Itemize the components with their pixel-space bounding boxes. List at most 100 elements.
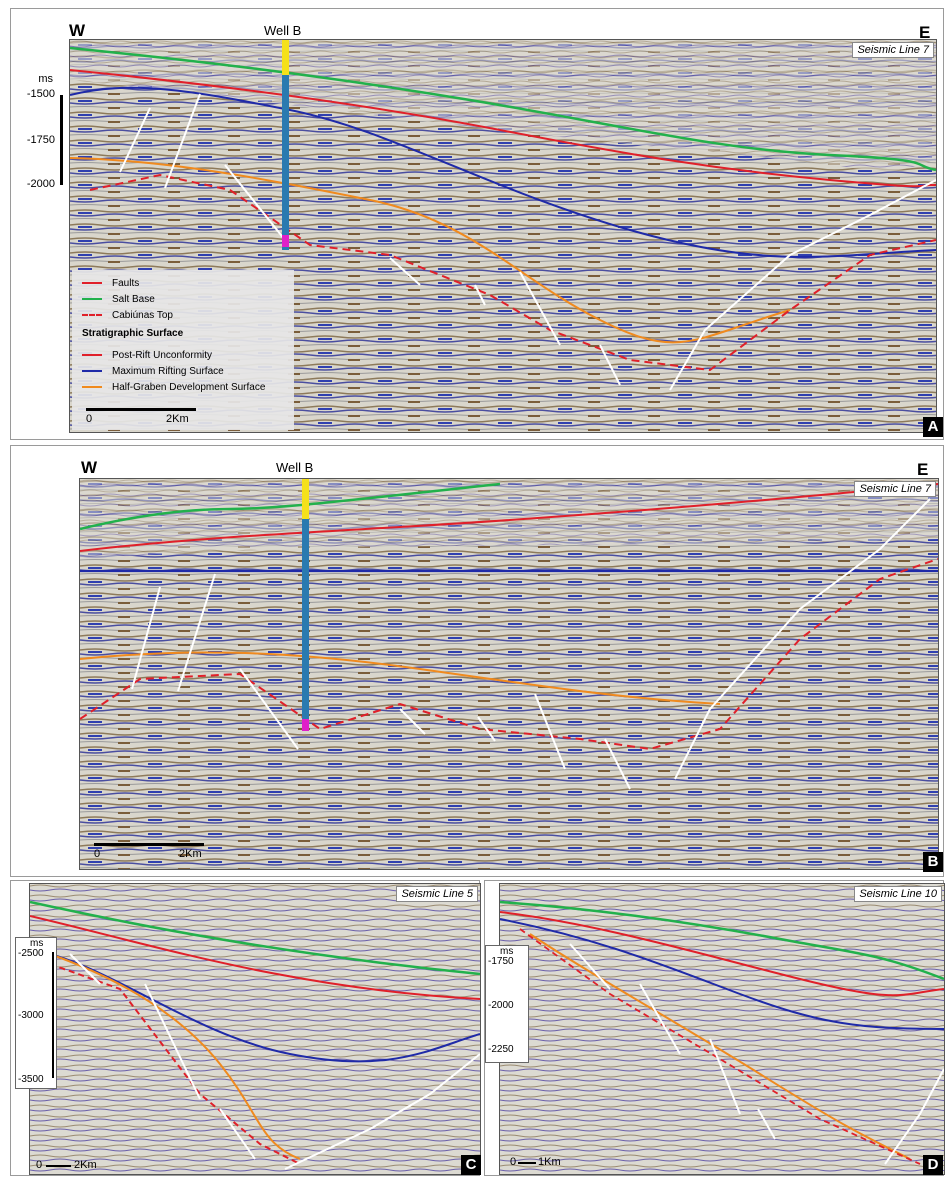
scale-start: 0 xyxy=(510,1156,517,1168)
panel-c: Seismic Line 5 0 2Km ms -2500 -3000 -350… xyxy=(10,880,481,1176)
east-label: E xyxy=(919,23,931,42)
post-rift-horizon xyxy=(70,69,936,188)
axis-unit: ms xyxy=(38,73,53,85)
axis-bar xyxy=(60,95,63,185)
cabiunas-top-horizon xyxy=(49,963,301,1165)
cabiunas-top-horizon xyxy=(89,173,936,372)
horizons-overlay xyxy=(500,900,944,1165)
legend-swatch xyxy=(82,370,102,373)
axis-box: ms -2500 -3000 -3500 xyxy=(15,937,57,1089)
half-graben-horizon xyxy=(70,157,791,344)
fault-traces xyxy=(69,953,480,1170)
scale-end: 2Km xyxy=(179,848,202,860)
well-label: Well B xyxy=(264,23,302,38)
scale-start: 0 xyxy=(94,848,101,860)
seismic-line-tag: Seismic Line 5 xyxy=(396,886,478,902)
horizons-overlay xyxy=(70,40,936,391)
legend-label: Maximum Rifting Surface xyxy=(112,366,224,377)
half-graben-horizon xyxy=(529,933,911,1160)
seismic-section-b: Seismic Line 7 0 2Km xyxy=(79,478,939,870)
seismic-section-a: Seismic Line 7 Faults Salt Base Cabiúnas… xyxy=(69,39,937,433)
seismic-section-c: Seismic Line 5 0 2Km xyxy=(29,883,481,1175)
axis-tick: -2000 xyxy=(488,1000,514,1011)
post-rift-horizon xyxy=(30,915,480,1000)
legend-label: Salt Base xyxy=(112,294,155,305)
seismic-background xyxy=(80,479,938,869)
max-rifting-horizon xyxy=(30,948,480,1063)
fault-traces xyxy=(569,943,944,1165)
axis-tick: -2500 xyxy=(18,948,44,959)
panel-d: Seismic Line 10 0 1Km ms -1750 -2000 -22… xyxy=(484,880,945,1176)
axis-box: ms -1750 -2000 -2250 xyxy=(485,945,529,1063)
panel-a: W E Well B ms -1500 -1750 -2000 Seismic … xyxy=(10,8,944,440)
legend: Faults Salt Base Cabiúnas Top Stratigrap… xyxy=(72,270,294,430)
scale-bar: 0 2Km xyxy=(94,841,214,863)
panel-corner-label: C xyxy=(461,1155,481,1175)
salt-base-horizon xyxy=(80,482,501,531)
salt-base-horizon xyxy=(500,900,944,981)
salt-base-horizon xyxy=(30,900,480,976)
west-label: W xyxy=(81,458,98,477)
horizons-overlay xyxy=(30,900,480,1170)
well-trajectory xyxy=(282,40,289,250)
legend-label: Post-Rift Unconformity xyxy=(112,350,213,361)
seismic-line-tag: Seismic Line 7 xyxy=(852,42,934,58)
legend-label: Faults xyxy=(112,278,140,289)
half-graben-horizon xyxy=(80,651,721,705)
legend-max-rifting: Maximum Rifting Surface xyxy=(82,366,224,377)
legend-swatch xyxy=(82,314,102,317)
cabiunas-top-horizon xyxy=(80,558,938,751)
scale-start: 0 xyxy=(36,1159,43,1171)
axis-tick: -1750 xyxy=(488,956,514,967)
scale-end: 1Km xyxy=(538,1156,561,1168)
seismic-line-tag: Seismic Line 7 xyxy=(854,481,936,497)
axis-tick: -3500 xyxy=(18,1074,44,1085)
legend-cabiunas-top: Cabiúnas Top xyxy=(82,310,173,321)
well-trajectory xyxy=(302,479,309,729)
max-rifting-horizon xyxy=(500,918,944,1030)
axis-tick: -1500 xyxy=(26,88,55,100)
max-rifting-horizon xyxy=(70,86,936,258)
axis-tick: -2000 xyxy=(26,178,55,190)
fault-traces xyxy=(119,93,936,391)
panel-corner-label: B xyxy=(923,852,943,872)
legend-heading: Stratigraphic Surface xyxy=(82,328,184,339)
panel-corner-label: D xyxy=(923,1155,943,1175)
post-rift-horizon xyxy=(80,483,938,552)
panel-corner-label: A xyxy=(923,417,943,437)
axis-tick: -2250 xyxy=(488,1044,514,1055)
legend-swatch xyxy=(82,354,102,357)
seismic-background xyxy=(500,884,944,1174)
scale-start: 0 xyxy=(86,413,93,425)
legend-faults: Faults xyxy=(82,278,139,289)
scale-bar: 0 2Km xyxy=(36,1159,116,1173)
seismic-section-d: Seismic Line 10 0 1Km xyxy=(499,883,945,1175)
scale-end: 2Km xyxy=(74,1159,97,1171)
axis-unit: ms xyxy=(30,938,44,949)
horizons-overlay xyxy=(80,479,938,790)
seismic-line-tag: Seismic Line 10 xyxy=(854,886,942,902)
scale-bar-line xyxy=(94,843,204,846)
cabiunas-top-horizon xyxy=(519,928,921,1165)
scale-bar-line xyxy=(86,408,196,411)
panel-b: W E Well B Seismic Line 7 0 2Km xyxy=(10,445,944,877)
half-graben-horizon xyxy=(49,953,301,1160)
seismic-background xyxy=(30,884,480,1174)
scale-bar-line xyxy=(46,1165,71,1167)
legend-swatch xyxy=(82,386,102,389)
legend-label: Cabiúnas Top xyxy=(112,310,173,321)
scale-bar-line xyxy=(518,1162,536,1164)
fault-traces xyxy=(131,498,931,790)
axis-unit: ms xyxy=(500,946,514,957)
legend-label: Half-Graben Development Surface xyxy=(112,382,266,393)
salt-base-horizon xyxy=(70,46,936,172)
legend-salt-base: Salt Base xyxy=(82,294,155,305)
well-label: Well B xyxy=(276,460,314,475)
legend-post-rift: Post-Rift Unconformity xyxy=(82,350,212,361)
legend-swatch xyxy=(82,298,102,301)
legend-half-graben: Half-Graben Development Surface xyxy=(82,382,265,393)
post-rift-horizon xyxy=(500,911,944,997)
scale-end: 2Km xyxy=(166,413,189,425)
west-label: W xyxy=(69,21,86,40)
axis-tick: -3000 xyxy=(18,1010,44,1021)
